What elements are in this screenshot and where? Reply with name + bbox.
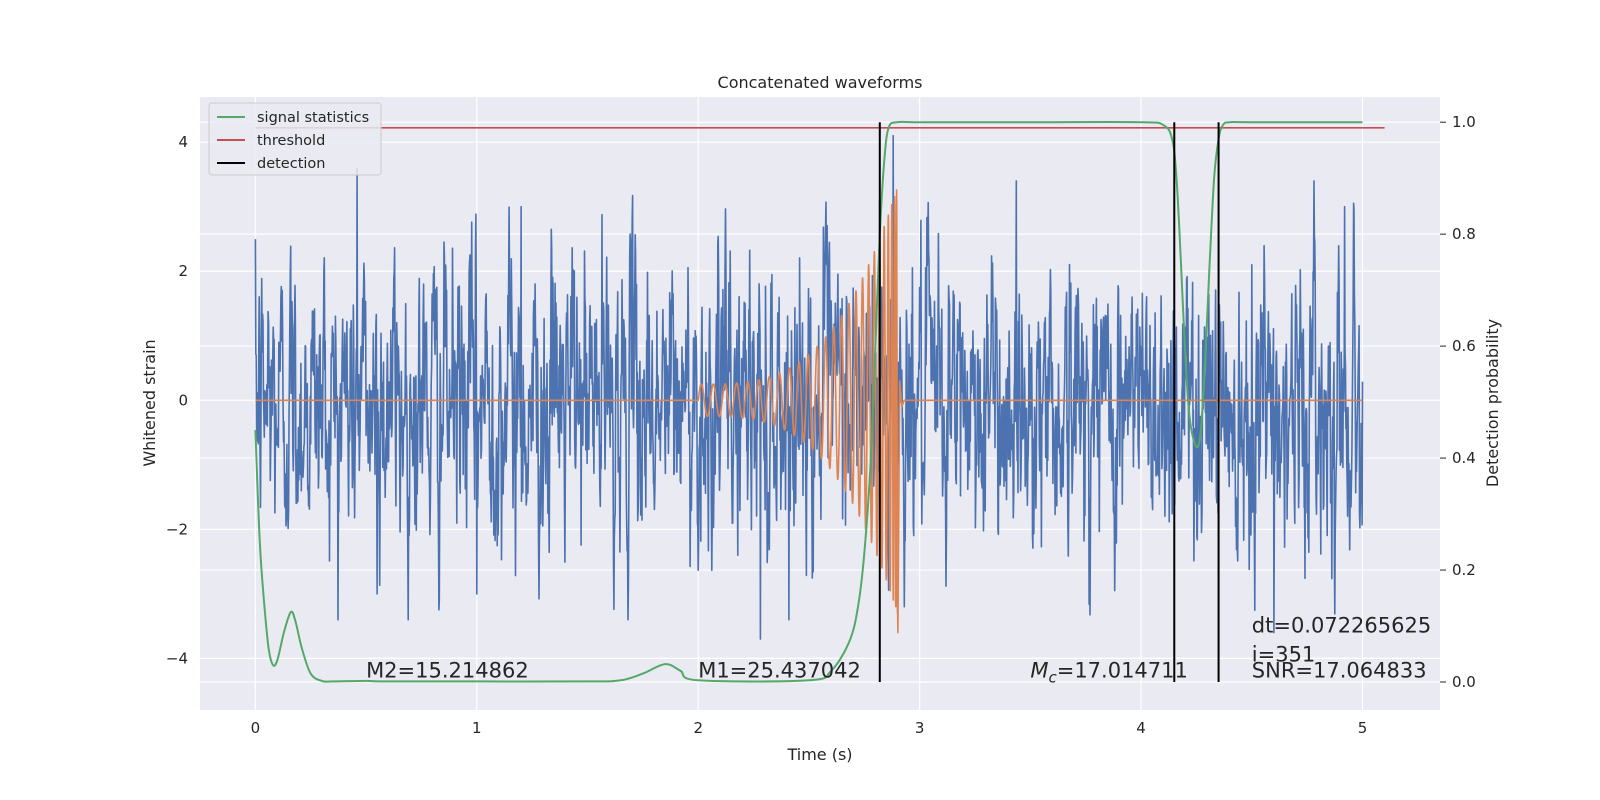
y-tick-label: −4 [166,649,188,667]
y2-tick-label: 0.4 [1452,449,1476,467]
x-tick-label: 5 [1358,719,1368,737]
y2-axis-label: Detection probability [1483,319,1502,487]
chart-title: Concatenated waveforms [718,73,923,92]
axes: 0 1 2 3 4 5 −4 −2 0 2 4 0.0 0.2 0.4 0.6 0.8 1.0 [166,113,1476,737]
legend-label: detection [257,156,325,172]
annotation-label: dt=0.072265625 [1252,614,1431,638]
y2-tick-label: 0.2 [1452,561,1476,579]
y-tick-label: 0 [178,391,188,409]
y2-tick-label: 0.6 [1452,337,1476,355]
y-tick-label: 2 [178,262,188,280]
legend: signal statistics threshold detection [208,102,382,176]
y-tick-label: 4 [178,133,188,151]
legend-box [208,102,382,176]
annotation-label: SNR=17.064833 [1252,659,1427,683]
y2-tick-label: 1.0 [1452,113,1476,131]
y-axis-label: Whitened strain [140,339,159,466]
strain-series-line [254,134,1364,640]
x-tick-label: 0 [251,719,261,737]
annotation-label: i=351 [1252,643,1316,667]
signal-statistics-series-line [254,120,1363,683]
legend-label: threshold [257,133,325,149]
x-tick-label: 4 [1136,719,1146,737]
y2-tick-label: 0.8 [1452,225,1476,243]
annotation-label: M2=15.214862 [366,659,529,683]
legend-label: signal statistics [257,110,369,126]
template-series-line [255,189,1363,634]
x-tick-label: 2 [693,719,703,737]
y-tick-label: −2 [166,520,188,538]
annotation-label: M1=25.437042 [698,659,861,683]
annotations: M2=15.214862 M1=25.437042 Mc=17.014711 dt=0… [366,614,1431,687]
data-layer [254,120,1385,683]
x-axis-label: Time (s) [786,745,852,764]
y2-tick-label: 0.0 [1452,673,1476,691]
annotation-label: Mc=17.014711 [1030,659,1188,687]
x-tick-label: 3 [915,719,925,737]
x-tick-label: 1 [472,719,482,737]
